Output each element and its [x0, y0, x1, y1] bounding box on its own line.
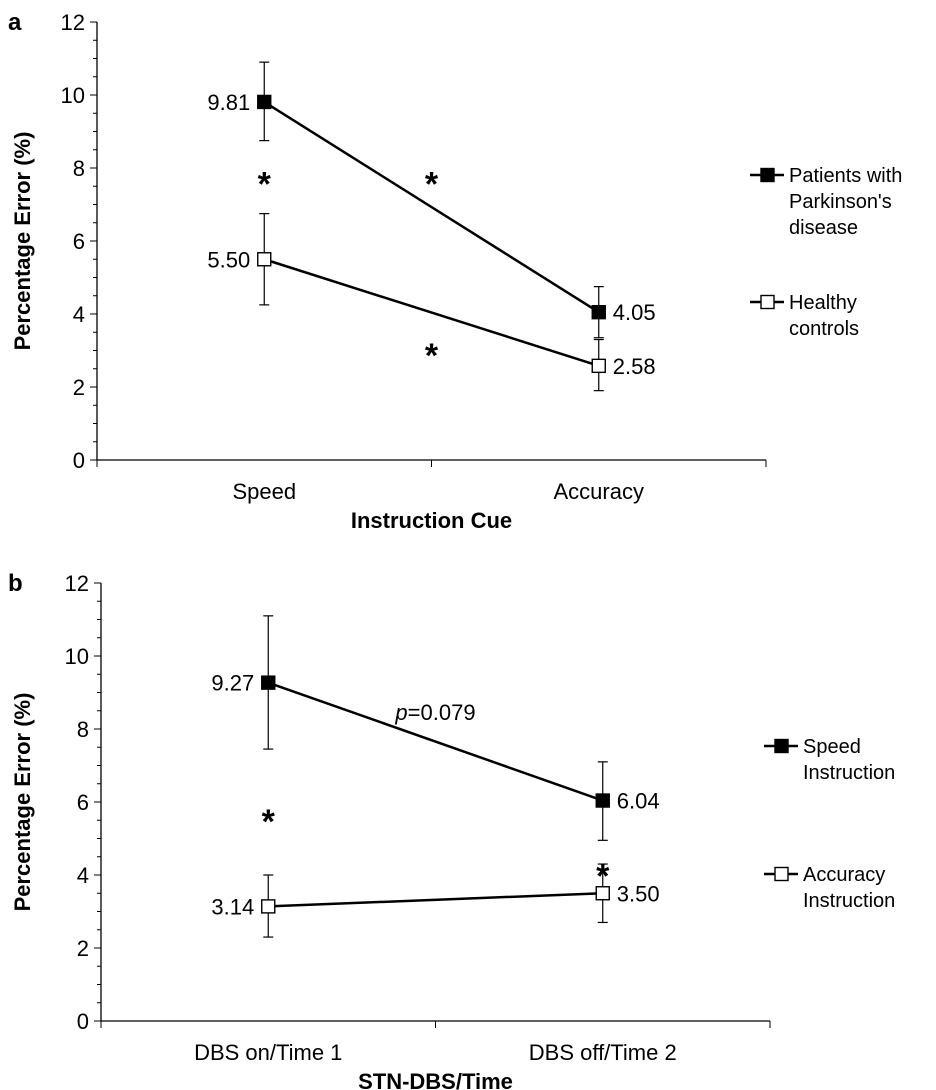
data-label: 9.81	[207, 90, 250, 115]
p-value-annotation: p=0.079	[394, 700, 475, 725]
legend-item-1: Accuracy Instruction	[764, 864, 895, 912]
data-label: 3.14	[211, 894, 254, 919]
p-value-text: =0.079	[408, 700, 476, 725]
data-label: 9.27	[211, 671, 254, 696]
series-1: 5.50 2.58	[207, 213, 656, 392]
x-tick-label: Speed	[232, 479, 296, 504]
x-tick-label: Accuracy	[554, 479, 644, 504]
y-tick-label: 0	[77, 1009, 89, 1034]
data-label: 6.04	[617, 789, 660, 814]
chart-panel-b: b 0 2 4 6 8 10 12 DBS on/Time 1 DBS off/Time 2 STN…	[8, 570, 895, 1090]
y-axis-title: Percentage Error (%)	[10, 132, 35, 351]
data-label: 5.50	[207, 247, 250, 272]
y-tick-label: 4	[77, 863, 89, 888]
data-label: 2.58	[613, 354, 656, 379]
legend-label: Healthy	[789, 292, 857, 314]
legend-label: Speed	[803, 736, 861, 758]
y-tick-label: 4	[73, 302, 85, 327]
x-axis-title: Instruction Cue	[351, 508, 512, 533]
legend-marker	[760, 167, 775, 183]
chart-panel-a: a 0 2 4 6 8 10 12 Speed Accuracy Instruction Cue Pe…	[8, 9, 902, 533]
panel-letter: b	[8, 570, 23, 597]
data-point-marker	[261, 675, 276, 690]
legend-item-1: Healthy controls	[750, 292, 859, 340]
legend-label: disease	[789, 217, 858, 239]
x-tick-label: DBS on/Time 1	[194, 1040, 342, 1065]
panel-letter: a	[8, 9, 22, 36]
data-point-marker	[257, 94, 272, 110]
legend-label: Instruction	[803, 890, 895, 912]
legend-marker	[760, 294, 775, 310]
data-point-marker	[257, 252, 272, 267]
legend-label: Instruction	[803, 762, 895, 784]
y-tick-label: 6	[73, 229, 85, 254]
legend-label: controls	[789, 318, 859, 340]
y-tick-label: 12	[65, 571, 89, 596]
x-axis-title: STN-DBS/Time	[358, 1069, 513, 1090]
data-point-marker	[261, 899, 276, 914]
y-axis-title: Percentage Error (%)	[10, 693, 35, 912]
legend-label: Patients with	[789, 165, 902, 187]
y-tick-label: 8	[73, 156, 85, 181]
y-tick-label: 0	[73, 448, 85, 473]
y-tick-label: 8	[77, 717, 89, 742]
legend-marker	[774, 738, 789, 754]
y-tick-label: 10	[65, 644, 89, 669]
data-label: 4.05	[613, 300, 656, 325]
p-value-symbol: p	[394, 700, 407, 725]
significance-star: *	[262, 803, 276, 841]
x-tick-label: DBS off/Time 2	[529, 1040, 677, 1065]
y-tick-label: 2	[73, 375, 85, 400]
series-0: 9.81 4.05	[207, 61, 656, 339]
significance-star: *	[425, 165, 439, 203]
legend-item-0: Patients with Parkinson's disease	[750, 165, 902, 239]
series-0: 9.27 6.04	[211, 615, 660, 841]
significance-star: *	[596, 858, 610, 896]
data-label: 3.50	[617, 881, 660, 906]
legend-item-0: Speed Instruction	[764, 736, 895, 784]
data-point-marker	[591, 358, 606, 374]
series-1: 3.14 3.50	[211, 863, 660, 938]
series-line	[263, 100, 600, 314]
series-line	[268, 892, 603, 908]
y-tick-label: 6	[77, 790, 89, 815]
series-line	[263, 258, 600, 368]
series-line	[267, 681, 604, 802]
y-tick-label: 2	[77, 936, 89, 961]
data-point-marker	[595, 793, 610, 808]
data-point-marker	[595, 886, 610, 901]
y-tick-label: 12	[61, 10, 85, 35]
significance-star: *	[425, 337, 439, 375]
legend-marker	[774, 866, 789, 882]
data-point-marker	[591, 304, 606, 320]
y-tick-label: 10	[61, 83, 85, 108]
legend-label: Parkinson's	[789, 191, 892, 213]
legend-label: Accuracy	[803, 864, 885, 886]
significance-star: *	[258, 165, 272, 203]
